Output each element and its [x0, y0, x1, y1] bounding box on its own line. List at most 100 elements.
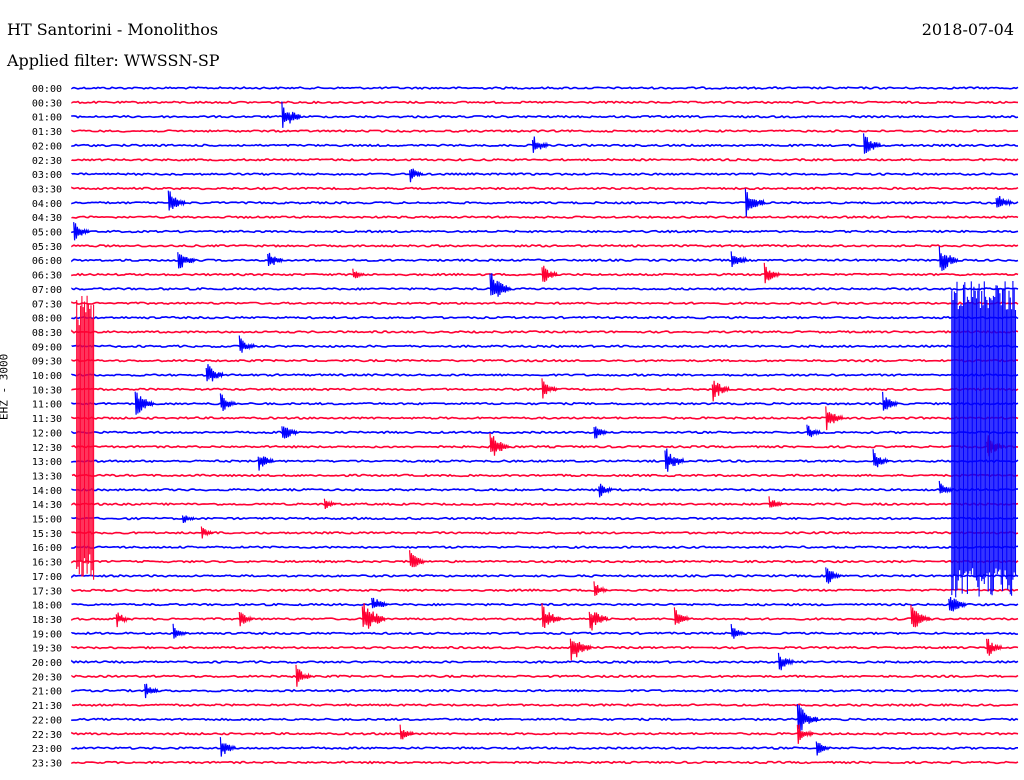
event-spike	[177, 252, 196, 269]
event-spike	[986, 638, 1003, 656]
row-time-label: 16:30	[32, 558, 62, 569]
event-spike	[181, 515, 195, 523]
event-spike	[796, 724, 814, 744]
event-spike	[371, 597, 388, 609]
row-time-label: 10:30	[32, 385, 62, 396]
row-time-label: 03:30	[32, 184, 62, 195]
row-time-label: 06:30	[32, 271, 62, 282]
event-spike	[569, 638, 592, 661]
trace-line	[71, 172, 1019, 176]
event-spike	[711, 380, 730, 402]
event-spike	[134, 391, 155, 415]
event-spike	[167, 190, 186, 211]
event-spike	[588, 611, 609, 631]
event-spike	[910, 604, 931, 628]
trace-line	[71, 674, 1019, 679]
trace-line	[71, 215, 1019, 220]
row-time-label: 05:30	[32, 242, 62, 253]
row-time-label: 10:00	[32, 371, 62, 382]
trace-line	[71, 129, 1019, 133]
trace-line	[71, 329, 1019, 334]
event-spike	[825, 567, 842, 584]
trace-line	[71, 229, 1019, 234]
trace-line	[71, 258, 1019, 263]
trace-line	[71, 631, 1019, 636]
trace-line	[71, 573, 1019, 579]
event-spike	[815, 741, 831, 756]
row-time-label: 04:00	[32, 199, 62, 210]
row-time-label: 12:00	[32, 428, 62, 439]
row-time-label: 21:30	[32, 701, 62, 712]
trace-line	[71, 430, 1019, 435]
row-time-label: 15:30	[32, 529, 62, 540]
trace-line	[71, 559, 1019, 564]
trace-line	[71, 416, 1019, 420]
record-date: 2018-07-04	[921, 20, 1014, 39]
row-time-label: 13:30	[32, 471, 62, 482]
event-spike	[541, 378, 558, 399]
event-spike	[763, 262, 781, 284]
event-spike	[531, 136, 549, 153]
trace-line	[71, 200, 1019, 205]
row-time-label: 03:00	[32, 170, 62, 181]
row-time-label: 23:30	[32, 758, 62, 769]
row-time-label: 12:30	[32, 443, 62, 454]
row-time-label: 11:00	[32, 400, 62, 411]
event-spike	[730, 624, 746, 639]
trace-line	[71, 157, 1019, 162]
row-time-label: 17:00	[32, 572, 62, 583]
row-time-label: 14:00	[32, 486, 62, 497]
row-time-label: 02:00	[32, 141, 62, 152]
signal-burst	[951, 281, 1017, 598]
row-time-label: 04:30	[32, 213, 62, 224]
row-time-label: 16:00	[32, 543, 62, 554]
event-spike	[267, 252, 284, 267]
trace-line	[71, 487, 1019, 492]
trace-line	[71, 243, 1019, 248]
trace-line	[71, 703, 1019, 707]
trace-line	[71, 344, 1019, 349]
trace-line	[71, 358, 1019, 363]
row-time-label: 01:30	[32, 127, 62, 138]
row-time-label: 23:00	[32, 744, 62, 755]
event-spike	[863, 133, 882, 154]
filter-label: Applied filter: WWSSN-SP	[7, 51, 220, 70]
event-spike	[200, 526, 214, 539]
row-time-label: 09:00	[32, 342, 62, 353]
event-spike	[238, 611, 254, 627]
event-spike	[541, 265, 558, 282]
trace-line	[71, 100, 1019, 105]
row-time-label: 19:30	[32, 644, 62, 655]
event-spike	[825, 406, 844, 431]
row-time-label: 01:00	[32, 113, 62, 124]
row-time-label: 06:00	[32, 256, 62, 267]
event-spike	[257, 456, 275, 471]
trace-line	[71, 86, 1019, 90]
row-time-label: 08:00	[32, 314, 62, 325]
row-time-label: 05:00	[32, 228, 62, 239]
event-spike	[806, 424, 821, 438]
event-spike	[238, 335, 256, 353]
trace-line	[71, 688, 1019, 693]
event-spike	[323, 498, 337, 509]
event-spike	[205, 364, 224, 382]
trace-line	[71, 516, 1019, 521]
event-spike	[115, 612, 131, 628]
trace-line	[71, 502, 1019, 507]
event-spike	[938, 246, 959, 271]
event-spike	[489, 433, 510, 456]
row-time-label: 09:30	[32, 357, 62, 368]
event-spike	[219, 393, 237, 412]
trace-line	[71, 746, 1018, 751]
trace-line	[71, 444, 1019, 449]
signal-burst	[76, 295, 95, 580]
row-time-label: 18:30	[32, 615, 62, 626]
row-time-label: 21:00	[32, 687, 62, 698]
row-time-label: 22:00	[32, 715, 62, 726]
trace-line	[71, 731, 1019, 736]
event-spike	[593, 426, 608, 439]
row-time-label: 17:30	[32, 586, 62, 597]
station-title: HT Santorini - Monolithos	[7, 20, 219, 39]
row-time-label: 20:00	[32, 658, 62, 669]
